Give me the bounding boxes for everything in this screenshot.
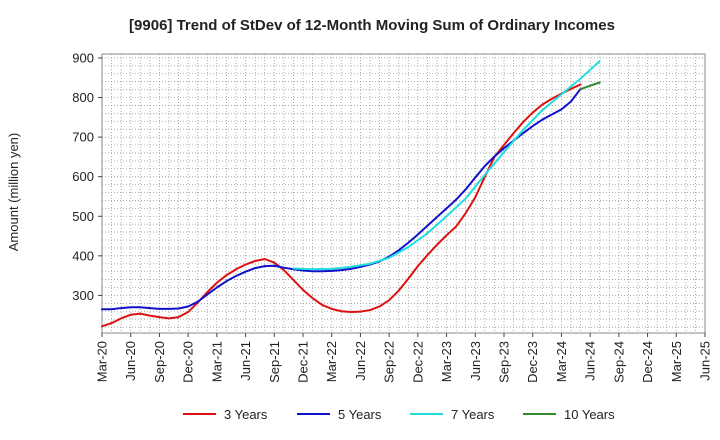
x-tick-label: Jun-20 <box>123 341 138 381</box>
x-tick-label: Sep-21 <box>267 341 282 383</box>
x-tick-label: Jun-21 <box>238 341 253 381</box>
x-tick-label: Jun-22 <box>353 341 368 381</box>
x-tick-label: Sep-22 <box>382 341 397 383</box>
y-tick-label: 600 <box>72 169 94 184</box>
x-tick-label: Mar-25 <box>669 341 684 382</box>
grid <box>101 54 706 333</box>
x-tick-label: Jun-24 <box>583 341 598 381</box>
x-tick-label: Dec-22 <box>410 341 425 383</box>
series-layer <box>101 60 601 328</box>
y-axis-label: Amount (million yen) <box>6 133 21 252</box>
legend-label: 7 Years <box>451 407 495 422</box>
x-tick-label: Mar-24 <box>554 341 569 382</box>
x-tick-label: Sep-23 <box>497 341 512 383</box>
series-line-10-years <box>579 81 601 91</box>
x-tick-label: Mar-21 <box>209 341 224 382</box>
series-line-3-years <box>101 83 582 328</box>
series-line-5-years <box>101 87 582 311</box>
x-tick-label: Dec-20 <box>181 341 196 383</box>
x-tick-label: Mar-20 <box>95 341 110 382</box>
legend-label: 3 Years <box>224 407 268 422</box>
x-tick-label: Sep-24 <box>611 341 626 383</box>
x-tick-label: Dec-23 <box>525 341 540 383</box>
legend: 3 Years 5 Years 7 Years 10 Years <box>183 407 615 422</box>
legend-label: 10 Years <box>564 407 615 422</box>
x-tick-label: Jun-23 <box>468 341 483 381</box>
y-tick-label: 400 <box>72 248 94 263</box>
y-tick-label: 700 <box>72 130 94 145</box>
chart-title: [9906] Trend of StDev of 12-Month Moving… <box>129 17 615 34</box>
y-tick-label: 300 <box>72 288 94 303</box>
x-tick-label: Dec-21 <box>296 341 311 383</box>
x-tick-label: Sep-20 <box>152 341 167 383</box>
x-tick-label: Mar-22 <box>324 341 339 382</box>
legend-label: 5 Years <box>338 407 382 422</box>
x-tick-label: Mar-23 <box>439 341 454 382</box>
series-line-7-years <box>292 60 601 271</box>
plot-frame <box>101 53 706 334</box>
x-axis-ticks: Mar-20 Jun-20 Sep-20 Dec-20 Mar-21 Jun-21 Sep-… <box>95 333 713 383</box>
y-tick-label: 900 <box>72 50 94 65</box>
x-tick-label: Dec-24 <box>640 341 655 383</box>
x-tick-label: Jun-25 <box>698 341 713 381</box>
y-axis-ticks: 300 400 500 600 700 800 900 <box>72 50 102 303</box>
y-tick-label: 800 <box>72 90 94 105</box>
y-tick-label: 500 <box>72 209 94 224</box>
